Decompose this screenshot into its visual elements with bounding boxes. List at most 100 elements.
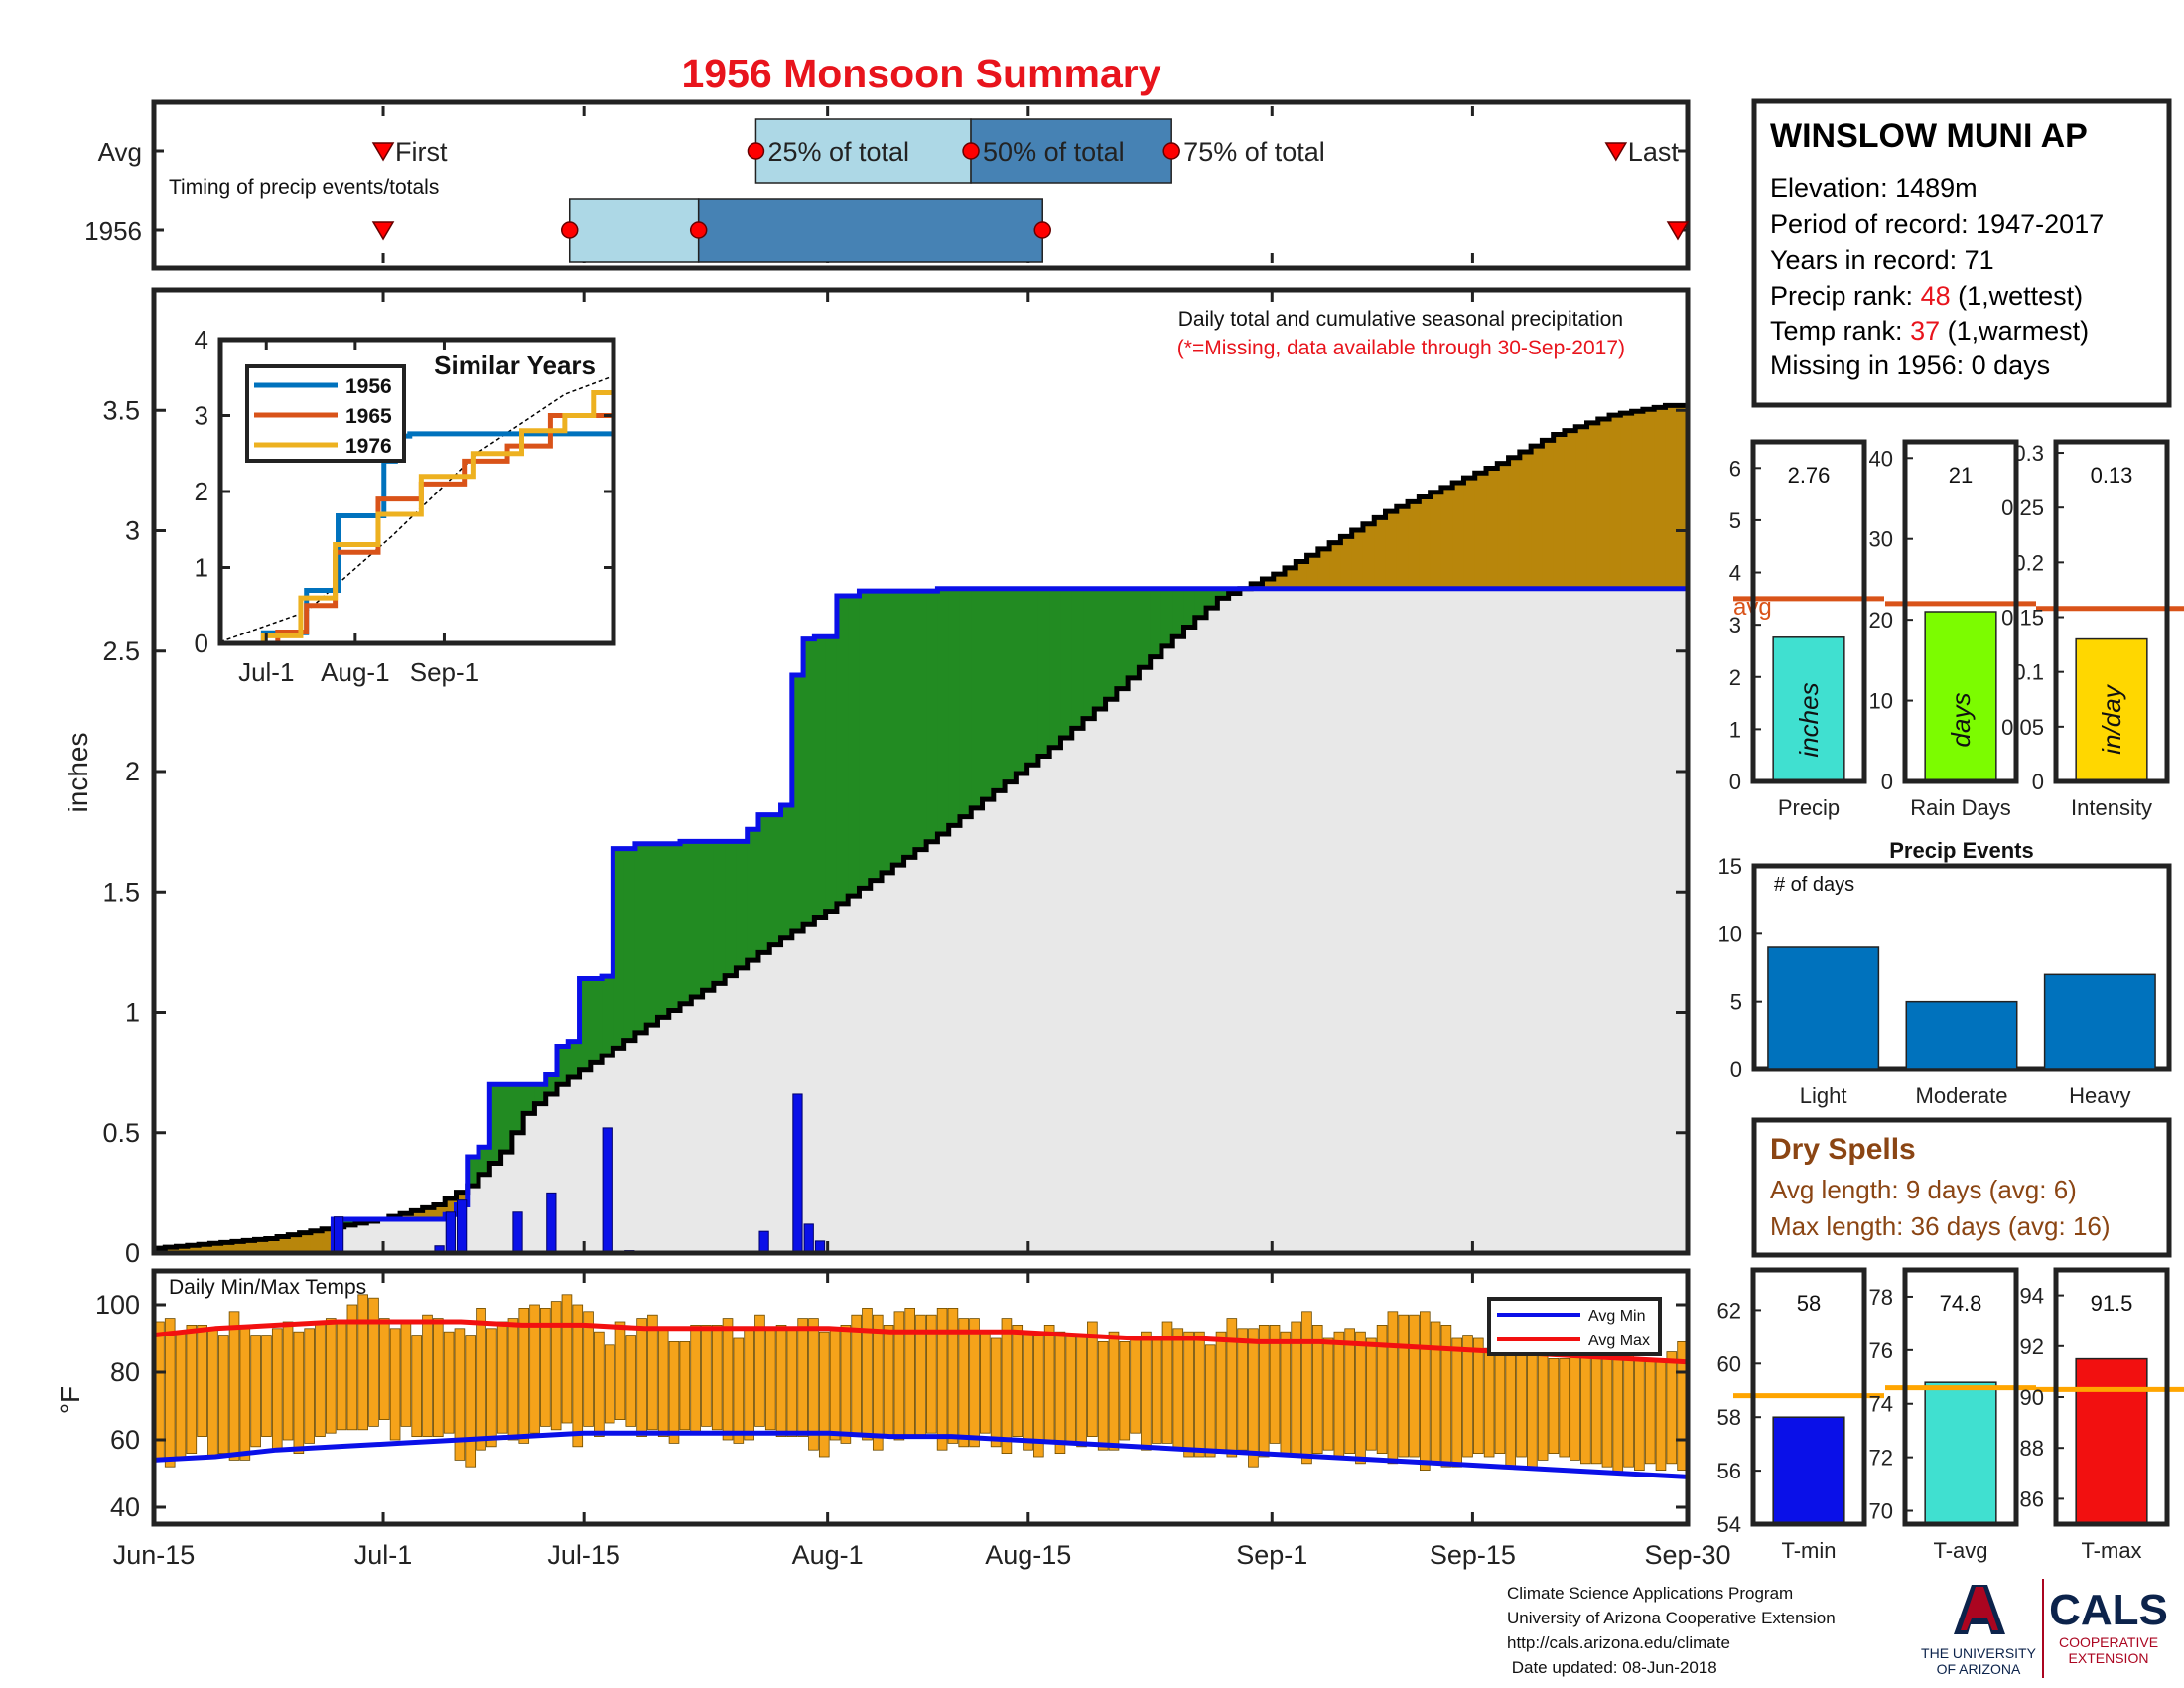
above-average-segment [959, 588, 972, 817]
daily-temp-bar [1462, 1335, 1473, 1458]
x-tick-label: Jul-1 [354, 1540, 413, 1570]
daily-temp-bar [1644, 1358, 1656, 1465]
inset-legend: 1956 1965 1976 [245, 364, 406, 463]
inset-xtick-label: Aug-1 [321, 657, 389, 687]
below-average-segment [1385, 511, 1398, 589]
page-title: 1956 Monsoon Summary [681, 51, 1160, 96]
small-bar-ytick-label: 72 [1869, 1446, 1893, 1471]
daily-temp-bar [883, 1325, 894, 1438]
small-bar-ytick-label: 3 [1729, 613, 1741, 637]
daily-temp-bar [958, 1318, 970, 1448]
station-elevation: Elevation: 1489m [1770, 173, 1978, 203]
daily-temp-bar [1376, 1325, 1388, 1455]
timing-label-p75: 75% of total [1183, 137, 1325, 167]
small-bar-ytick-label: 0.1 [2013, 660, 2044, 685]
below-average-segment [400, 1213, 412, 1220]
events-bar-heavy [2043, 973, 2156, 1070]
below-average-segment [1586, 422, 1599, 589]
daily-precip-bar [456, 1199, 468, 1254]
below-average-segment [1631, 411, 1644, 589]
timing-label-last: Last [1628, 137, 1680, 167]
daily-temp-bar [271, 1328, 283, 1451]
cumulative-base-area [154, 588, 1688, 1253]
above-average-segment [534, 1084, 547, 1104]
small-bar-ytick-label: 0.15 [2001, 606, 2044, 631]
above-average-segment [478, 1147, 490, 1175]
daily-temp-bar [733, 1337, 745, 1444]
credit-line-3: http://cals.arizona.edu/climate [1507, 1633, 1730, 1652]
inset-xtick-label: Sep-1 [410, 657, 478, 687]
below-average-segment [1408, 501, 1420, 589]
station-period: Period of record: 1947-2017 [1770, 210, 2104, 239]
daily-temp-bar [1570, 1347, 1580, 1461]
below-average-segment [445, 1198, 458, 1215]
events-category-label: Moderate [1916, 1083, 2008, 1108]
daily-temp-bar [1387, 1311, 1399, 1465]
below-average-segment [1419, 496, 1432, 589]
small-bar-ytick-label: 30 [1869, 527, 1893, 552]
small-bar-frame [2053, 439, 2170, 784]
daily-temp-bar [947, 1308, 959, 1444]
daily-temp-bar [443, 1331, 455, 1434]
daily-temp-bar [1365, 1337, 1377, 1451]
daily-temp-bar [1398, 1314, 1409, 1458]
above-average-segment [1183, 588, 1196, 628]
above-average-segment [914, 591, 927, 850]
daily-temp-bar [1194, 1331, 1205, 1458]
above-average-segment [903, 591, 916, 858]
above-average-segment [602, 976, 614, 1056]
below-average-segment [1665, 405, 1678, 589]
timing-end-marker [1666, 221, 1690, 241]
legend-avg-max: Avg Max [1588, 1333, 1650, 1349]
daily-temp-bar [636, 1318, 647, 1437]
temp-ytick-label: 80 [110, 1357, 140, 1387]
above-average-segment [791, 675, 804, 932]
small-bar-ytick-label: 40 [1869, 446, 1893, 471]
daily-temp-bar [1280, 1331, 1292, 1454]
timing-end-marker [1604, 142, 1628, 162]
daily-temp-bar [1087, 1321, 1098, 1437]
temperature-ylabel: °F [55, 1386, 85, 1414]
cumulative-ytick-label: 0.5 [102, 1118, 140, 1148]
daily-temp-bar [786, 1328, 798, 1438]
above-average-segment [736, 841, 749, 968]
above-average-segment [825, 636, 838, 912]
daily-temp-bar [1119, 1341, 1131, 1441]
daily-temp-bar [1108, 1331, 1120, 1451]
events-bar-light [1767, 946, 1880, 1070]
small-bar-ytick-label: 90 [2020, 1385, 2044, 1410]
daily-temp-bar [893, 1311, 905, 1441]
above-average-segment [1116, 588, 1129, 689]
above-average-segment [467, 1157, 479, 1187]
daily-temp-bar [1494, 1341, 1506, 1455]
x-tick-label: Sep-30 [1644, 1540, 1730, 1570]
below-average-segment [1374, 517, 1387, 589]
below-average-segment [277, 1236, 289, 1253]
above-average-segment [892, 591, 905, 866]
daily-temp-bar [1483, 1347, 1495, 1458]
daily-temp-bar [304, 1328, 315, 1444]
below-average-segment [1351, 530, 1364, 589]
above-average-segment [579, 978, 592, 1070]
daily-temp-bar [368, 1297, 379, 1427]
small-bar-frame [1750, 439, 1867, 784]
daily-temp-bar [722, 1318, 734, 1441]
below-average-segment [209, 1243, 222, 1253]
above-average-segment [1060, 588, 1073, 739]
daily-temp-bar [1634, 1358, 1645, 1472]
small-bar-unit-label: inches [1794, 682, 1824, 757]
small-bar-ytick-label: 62 [1717, 1298, 1741, 1323]
daily-temp-bar [1151, 1337, 1162, 1444]
small-bar-category-label: T-max [2081, 1538, 2141, 1563]
below-average-segment [288, 1234, 301, 1253]
above-average-segment [702, 841, 715, 991]
timing-panel: Avg 1956 Timing of precip events/totals … [84, 99, 1691, 271]
timing-marker [1162, 142, 1180, 160]
daily-temp-bar [711, 1325, 723, 1431]
daily-temp-bar [1333, 1331, 1345, 1458]
below-average-segment [1486, 468, 1498, 589]
below-average-segment [231, 1241, 244, 1253]
daily-temp-bar [1322, 1337, 1334, 1451]
daily-temp-bar [1419, 1311, 1431, 1472]
daily-temp-bar [851, 1314, 862, 1434]
